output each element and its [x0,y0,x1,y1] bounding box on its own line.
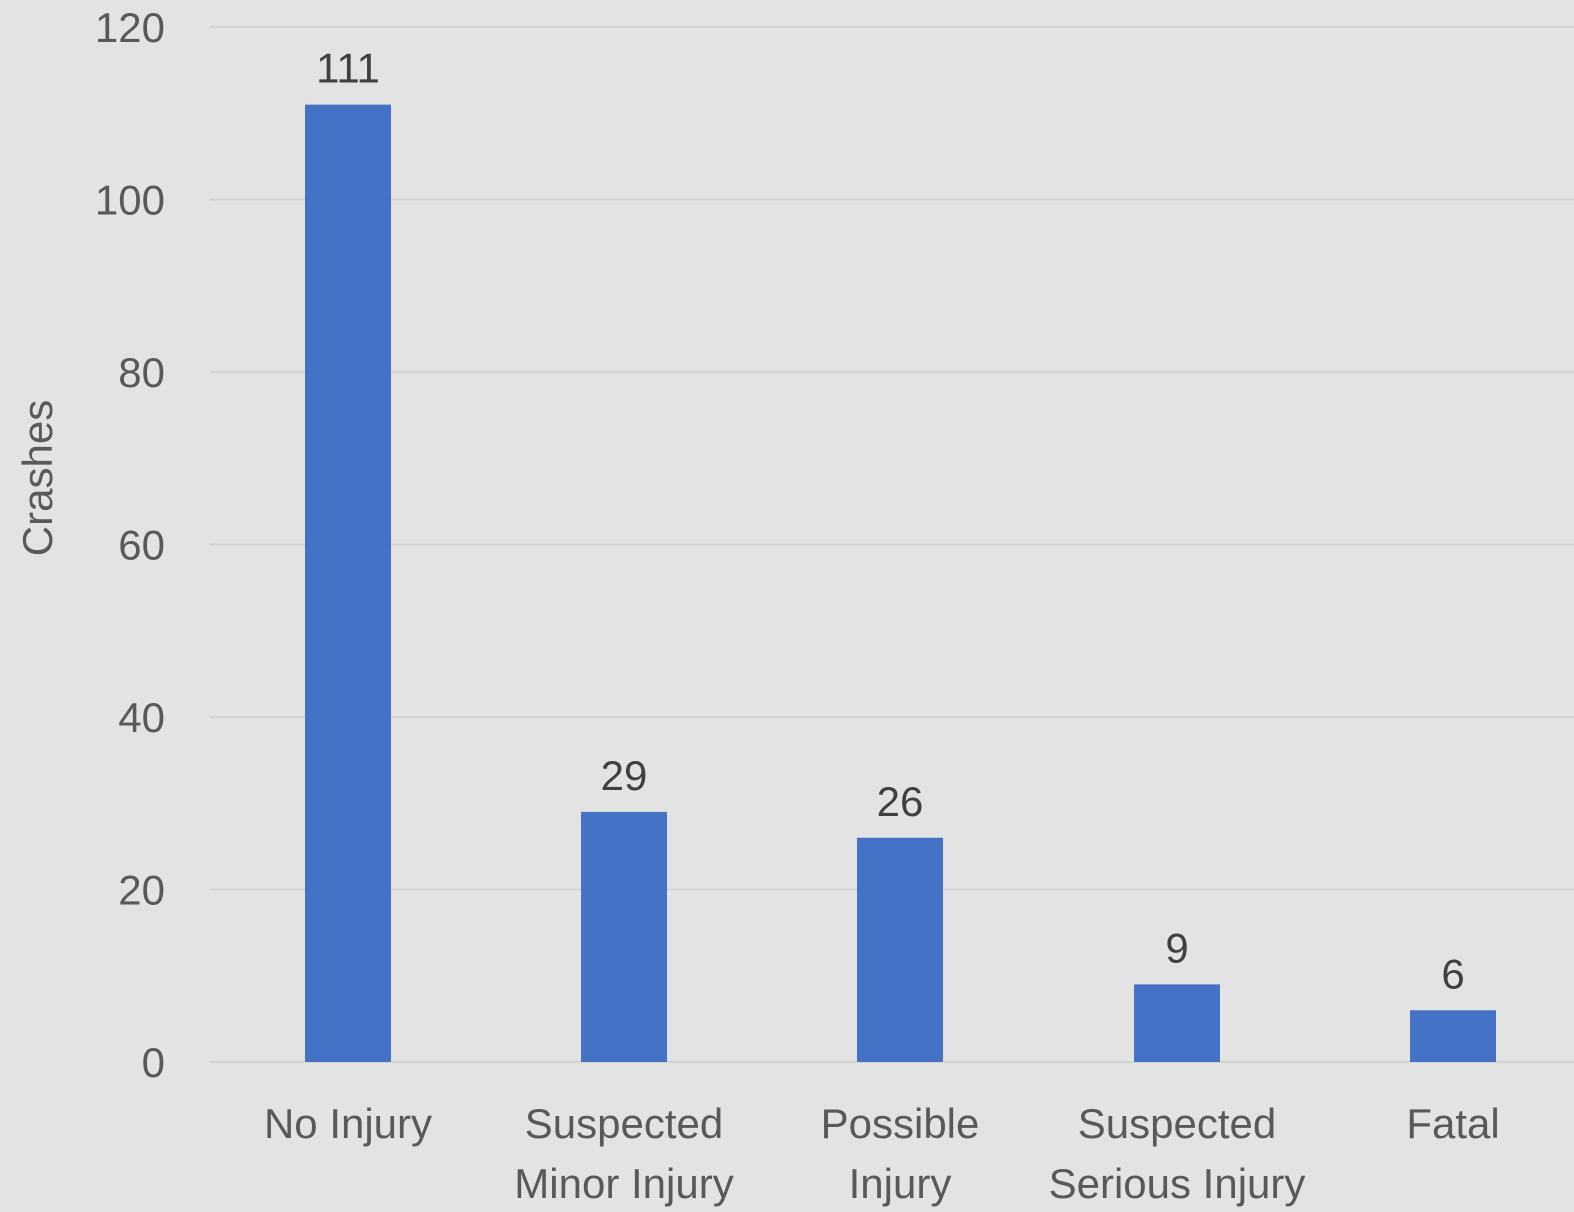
x-tick-label: Suspected [525,1100,723,1147]
bar [1134,984,1220,1062]
data-label: 9 [1165,924,1188,971]
data-labels: 111 29 26 9 6 [316,45,1465,998]
y-tick-label: 80 [118,349,165,396]
bar [581,811,667,1062]
y-tick-label: 0 [142,1039,165,1086]
x-tick-label: Injury [849,1160,952,1207]
y-tick-label: 40 [118,694,165,741]
bar [1410,1010,1496,1062]
bar [305,104,391,1062]
x-tick-label: No Injury [264,1100,432,1147]
data-label: 29 [601,752,648,799]
y-axis-title: Crashes [14,400,61,556]
x-tick-label: Suspected [1078,1100,1276,1147]
x-tick-label: Possible [821,1100,980,1147]
y-tick-label: 120 [95,4,165,51]
x-tick-label: Minor Injury [514,1160,733,1207]
y-tick-label: 20 [118,867,165,914]
y-tick-label: 100 [95,177,165,224]
y-axis-ticks: 0 20 40 60 80 100 120 [95,4,165,1086]
y-tick-label: 60 [118,522,165,569]
data-label: 111 [316,45,380,92]
bar [857,837,943,1062]
gridlines [210,26,1574,1063]
data-label: 6 [1441,950,1464,997]
x-tick-label: Fatal [1406,1100,1499,1147]
x-tick-label: Serious Injury [1049,1160,1306,1207]
data-label: 26 [877,778,924,825]
bars [305,104,1496,1062]
x-axis-categories: No Injury Suspected Minor Injury Possible In… [264,1100,1500,1207]
